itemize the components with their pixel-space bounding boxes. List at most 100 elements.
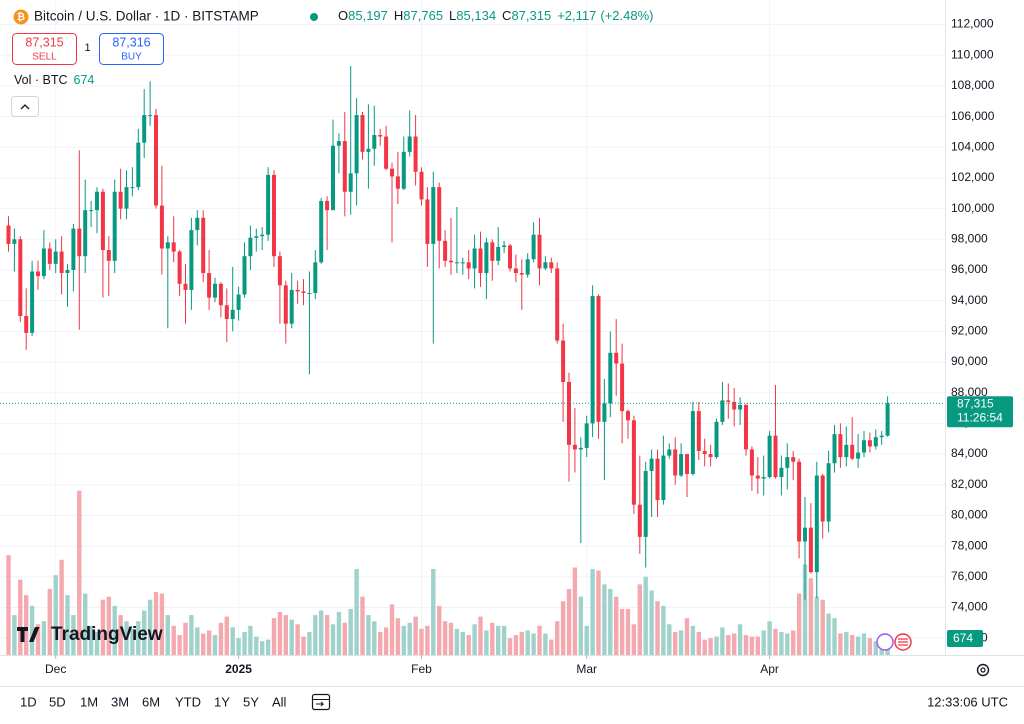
candle-body	[690, 411, 695, 474]
candle-body	[189, 230, 194, 290]
candle-body	[313, 262, 318, 293]
range-button[interactable]: 1Y	[214, 694, 230, 709]
candle-body	[272, 174, 276, 257]
candle-body	[679, 454, 684, 476]
volume-bar	[77, 490, 82, 655]
volume-bar	[236, 638, 241, 655]
ohlc-change: +2,117	[557, 8, 596, 23]
buy-price[interactable]: 87,316	[112, 35, 150, 49]
volume-bar	[183, 622, 188, 655]
candle-body	[460, 262, 465, 264]
market-status[interactable]	[310, 13, 318, 21]
buy-button[interactable]: 87,316 BUY	[99, 33, 164, 65]
y-tick-label: 104,000	[951, 139, 995, 153]
range-button[interactable]: 6M	[142, 694, 160, 709]
sell-box[interactable]	[12, 33, 77, 65]
volume-bar	[419, 628, 424, 655]
buy-box[interactable]	[99, 33, 164, 65]
events-icons[interactable]	[876, 633, 912, 651]
candle-body	[513, 268, 518, 274]
volume-bar	[147, 599, 153, 655]
bar-countdown: 11:26:54	[957, 410, 1003, 424]
volume-bar	[584, 625, 589, 655]
volume-bar	[873, 641, 878, 655]
volume-bar	[850, 635, 855, 655]
buy-label[interactable]: BUY	[121, 52, 142, 63]
ohlc-low: 85,134	[456, 8, 496, 23]
candle-body	[413, 136, 418, 172]
candle-body	[537, 234, 542, 269]
volume-bar	[425, 625, 430, 655]
candle-body	[608, 352, 613, 404]
volume-bar	[431, 569, 436, 655]
volume-bar	[201, 633, 206, 655]
range-button[interactable]: 5D	[49, 694, 66, 709]
volume-bar	[519, 631, 524, 655]
sell-button[interactable]: 87,315 SELL	[12, 33, 77, 65]
volume-bar	[537, 625, 542, 655]
event-icon[interactable]	[876, 633, 894, 651]
volume-bar	[478, 616, 483, 655]
volume-bar	[791, 630, 796, 655]
candle-body	[224, 305, 229, 320]
volume-tag-label: 674	[953, 631, 973, 645]
calendar-icon[interactable]	[311, 693, 331, 711]
candle-body	[425, 199, 430, 244]
volume-bar	[177, 635, 182, 655]
candle-body	[726, 400, 731, 402]
volume-bar	[12, 615, 17, 655]
last-price-label: 87,315	[957, 396, 994, 410]
volume-bar	[590, 569, 595, 655]
volume-bar	[41, 621, 47, 655]
candle-body	[230, 309, 235, 320]
candle-body	[508, 245, 512, 269]
range-button[interactable]: 3M	[111, 694, 129, 709]
y-tick-label: 84,000	[951, 446, 988, 460]
range-button[interactable]: All	[272, 694, 287, 709]
candle-body	[484, 242, 489, 274]
y-tick-label: 102,000	[951, 170, 995, 184]
range-button[interactable]: 5Y	[243, 694, 259, 709]
volume-bar	[301, 636, 306, 655]
volume-bar	[596, 570, 601, 655]
candle-body	[301, 291, 306, 293]
volume-bar	[366, 615, 371, 655]
candle-body	[803, 527, 807, 542]
candle-body	[643, 470, 648, 537]
volume-bar	[673, 631, 678, 655]
grid	[0, 0, 945, 655]
candle-body	[637, 504, 642, 537]
sell-price[interactable]: 87,315	[25, 35, 63, 49]
last-price-tag	[947, 396, 1013, 428]
chevron-icon	[20, 104, 30, 110]
volume-bar	[761, 630, 766, 655]
volume-bar	[224, 616, 229, 655]
collapse-box[interactable]	[11, 96, 39, 117]
volume-bars	[6, 490, 890, 655]
range-button[interactable]: YTD	[175, 694, 201, 709]
gear-icon[interactable]	[976, 663, 990, 677]
volume-bar	[342, 622, 347, 655]
candle-body	[148, 115, 153, 117]
volume-bar	[661, 605, 666, 655]
candle-body	[614, 352, 619, 364]
volume-bar	[726, 635, 731, 655]
range-button[interactable]: 1M	[80, 694, 98, 709]
settings-button[interactable]	[976, 663, 990, 677]
x-tick-label: Apr	[760, 662, 779, 676]
candle-body	[177, 251, 182, 284]
date-range-button[interactable]	[311, 693, 331, 711]
candle-body	[478, 248, 483, 274]
candle-body	[260, 234, 265, 237]
candle-body	[407, 136, 412, 152]
volume-bar	[248, 625, 253, 655]
candle-body	[183, 283, 188, 290]
candle-body	[578, 447, 583, 450]
collapse-button[interactable]	[11, 96, 39, 117]
range-button[interactable]: 1D	[20, 694, 37, 709]
candle-body	[496, 246, 501, 261]
volume-bar	[796, 593, 802, 655]
sell-label[interactable]: SELL	[32, 52, 57, 63]
candle-body	[171, 242, 176, 252]
